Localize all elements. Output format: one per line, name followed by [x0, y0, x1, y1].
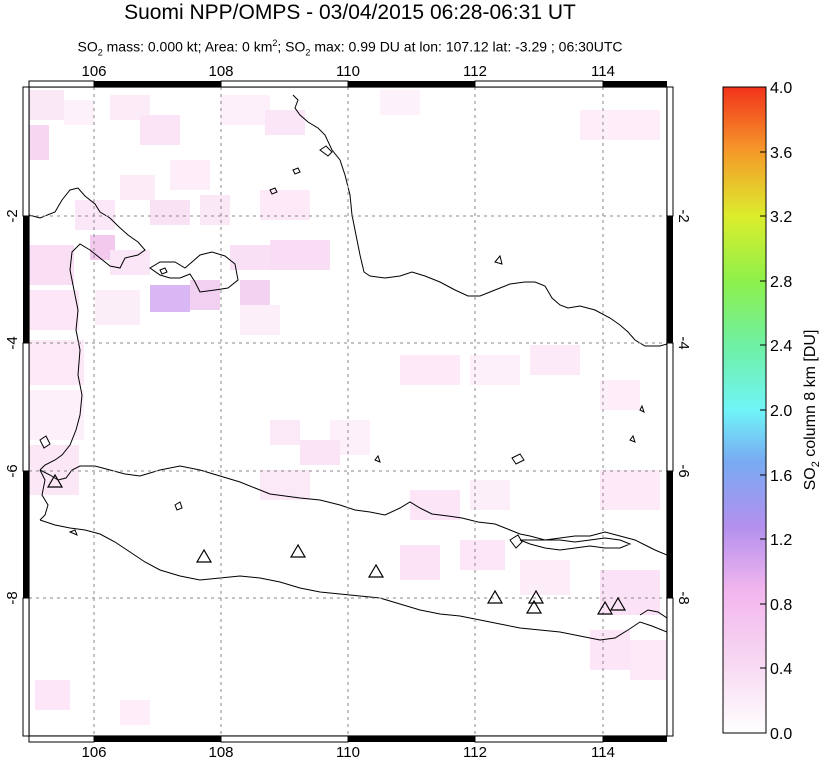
- y-tick-label: -8: [4, 591, 21, 604]
- y-tick-label: -2: [4, 209, 21, 222]
- colorbar: 4.0 3.6 3.2 2.8 2.4 2.0 1.6 1.2 0.8 0.4 …: [722, 80, 822, 743]
- x-tick-label: 110: [336, 63, 360, 80]
- triangle-icon: [46, 473, 64, 488]
- y-tick-label: -4: [4, 336, 21, 349]
- x-tick-label: 108: [208, 63, 233, 80]
- colorbar-tick-label: 2.0: [770, 403, 792, 420]
- x-tick-label: 106: [81, 744, 106, 759]
- x-tick-labels-top: 106 108 110 112 114: [81, 63, 614, 80]
- x-tick-label: 112: [463, 744, 487, 759]
- colorbar-tick-label: 0.4: [770, 661, 792, 678]
- y-tick-labels-right: -2 -4 -6 -8: [675, 209, 692, 604]
- triangle-icon: [525, 599, 543, 614]
- y-tick-label: -2: [675, 209, 692, 222]
- map-subtitle: SO2 mass: 0.000 kt; Area: 0 km2; SO2 max…: [77, 38, 623, 58]
- y-tick-label: -4: [675, 336, 692, 349]
- triangle-icon: [596, 600, 614, 615]
- colorbar-tick-label: 2.8: [770, 274, 792, 291]
- colorbar-title: SO2 column 8 km [DU]: [802, 330, 822, 491]
- graticule: [29, 87, 667, 736]
- colorbar-tick-label: 2.4: [770, 338, 792, 355]
- triangle-icon: [609, 596, 627, 611]
- so2-pixels: [29, 90, 667, 725]
- x-tick-labels-bottom: 106 108 110 112 114: [81, 744, 614, 759]
- triangle-icon: [527, 589, 545, 604]
- y-tick-label: -6: [4, 464, 21, 477]
- colorbar-tick-label: 4.0: [770, 80, 792, 97]
- x-tick-label: 106: [81, 63, 106, 80]
- map-border-bars: [22, 80, 674, 743]
- map-title: Suomi NPP/OMPS - 03/04/2015 06:28-06:31 …: [124, 1, 576, 24]
- x-tick-label: 114: [591, 744, 615, 759]
- triangle-icon: [195, 548, 213, 563]
- colorbar-tick-label: 3.6: [770, 145, 792, 162]
- colorbar-gradient: [722, 86, 767, 734]
- y-tick-labels-left: -2 -4 -6 -8: [4, 209, 21, 604]
- triangle-icon: [486, 589, 504, 604]
- colorbar-ticks: [760, 86, 766, 734]
- colorbar-tick-label: 1.6: [770, 468, 792, 485]
- colorbar-tick-label: 3.2: [770, 209, 792, 226]
- colorbar-tick-label: 0.8: [770, 597, 792, 614]
- x-tick-label: 112: [463, 63, 487, 80]
- x-tick-label: 108: [208, 744, 233, 759]
- volcano-markers: [46, 473, 627, 615]
- x-tick-label: 114: [591, 63, 615, 80]
- y-tick-label: -6: [675, 464, 692, 477]
- triangle-icon: [289, 543, 307, 558]
- y-tick-label: -8: [675, 591, 692, 604]
- triangle-icon: [367, 563, 385, 578]
- x-tick-label: 110: [336, 744, 360, 759]
- colorbar-tick-label: 1.2: [770, 532, 792, 549]
- colorbar-tick-label: 0.0: [770, 726, 792, 743]
